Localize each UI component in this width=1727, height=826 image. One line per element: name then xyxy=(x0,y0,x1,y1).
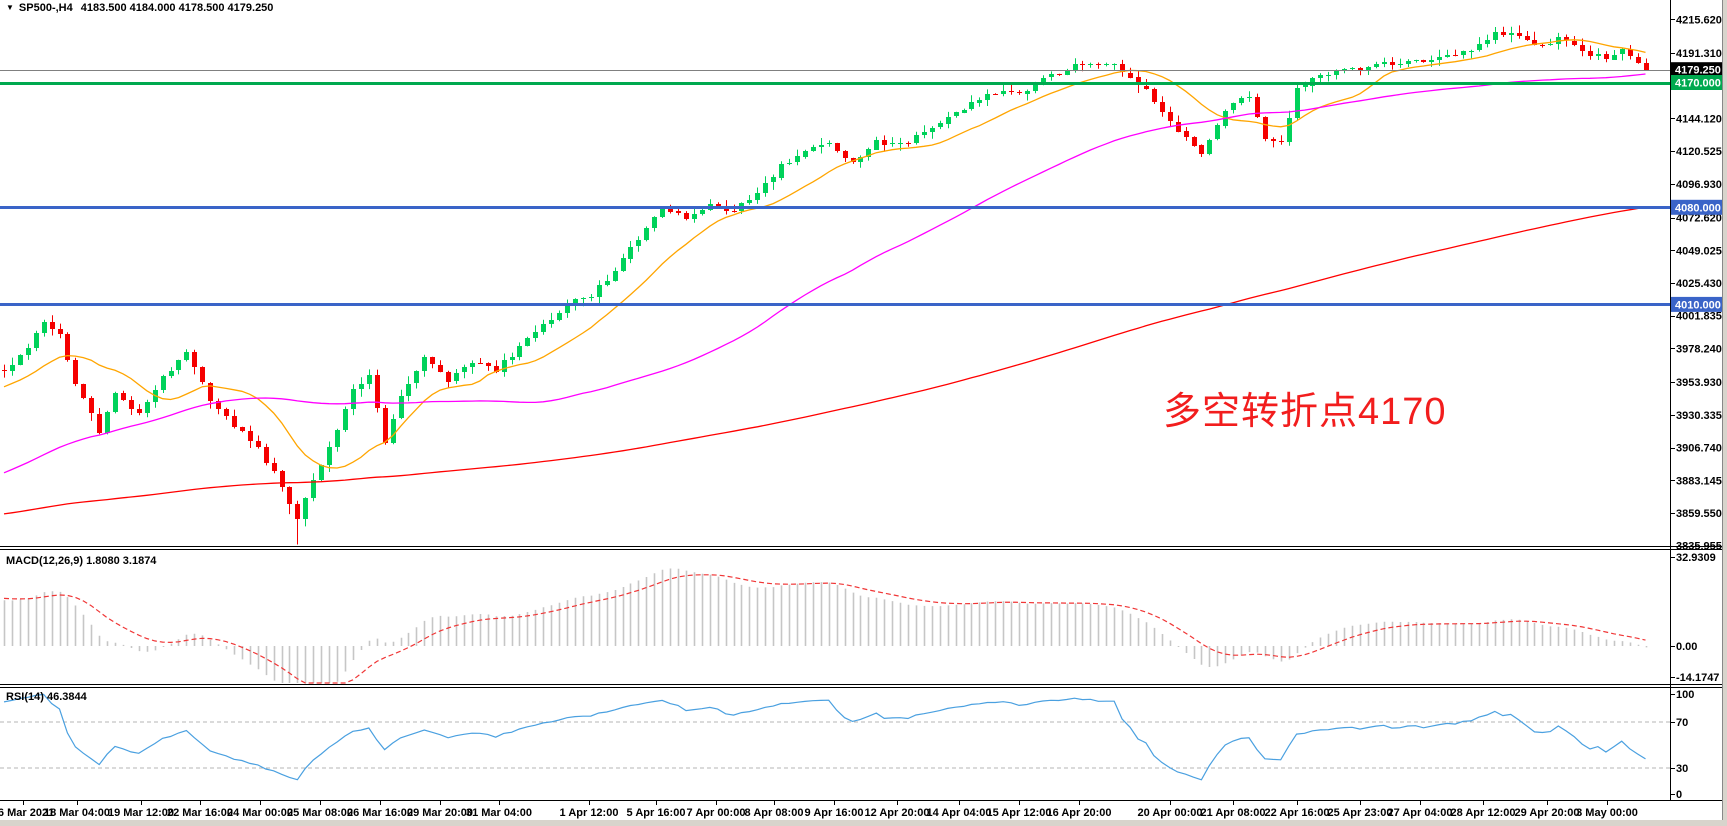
macd-signal-line xyxy=(3,574,1646,684)
rsi-tick-label: 100 xyxy=(1676,689,1694,701)
price-tick-label: 3953.930 xyxy=(1676,377,1722,389)
symbol-period-label: SP500-,H4 xyxy=(18,2,73,14)
price-tick-label: 3859.550 xyxy=(1676,508,1722,520)
rsi-tick-label: 30 xyxy=(1676,763,1688,775)
price-tick-label: 3906.740 xyxy=(1676,443,1722,455)
current-price-badge-label: 4179.250 xyxy=(1675,65,1721,77)
time-tick-label: 9 Apr 16:00 xyxy=(805,807,864,819)
support-line-badge-label: 4010.000 xyxy=(1675,299,1721,311)
macd-tick-label: -14.1747 xyxy=(1676,672,1719,684)
time-tick-label: 24 Mar 00:00 xyxy=(227,807,293,819)
ohlc-values: 4183.500 4184.000 4178.500 4179.250 xyxy=(80,2,274,14)
price-tick-label: 4049.025 xyxy=(1676,245,1722,257)
candle-bodies-up xyxy=(10,32,1625,519)
rsi-indicator-label: RSI(14) 46.3844 xyxy=(6,691,87,703)
time-tick-label: 18 Mar 04:00 xyxy=(44,807,110,819)
support-line-badge xyxy=(1671,199,1722,215)
time-tick-label: 15 Apr 12:00 xyxy=(986,807,1051,819)
price-tick-label: 4120.525 xyxy=(1676,146,1722,158)
time-tick-label: 1 Apr 12:00 xyxy=(560,807,619,819)
candle-bodies-down xyxy=(2,32,1649,519)
price-tick-label: 4144.120 xyxy=(1676,113,1722,125)
price-tick-label: 3883.145 xyxy=(1676,475,1722,487)
time-tick-label: 31 Mar 04:00 xyxy=(466,807,532,819)
time-tick-label: 14 Apr 04:00 xyxy=(926,807,991,819)
time-tick-label: 20 Apr 00:00 xyxy=(1137,807,1202,819)
macd-indicator-label: MACD(12,26,9) 1.8080 3.1874 xyxy=(6,555,157,567)
rsi-tick-label: 0 xyxy=(1676,789,1682,801)
price-tick-label: 4072.620 xyxy=(1676,213,1722,225)
time-tick-label: 19 Mar 12:00 xyxy=(108,807,174,819)
time-tick-label: 27 Apr 04:00 xyxy=(1387,807,1452,819)
price-tick-label: 4096.930 xyxy=(1676,179,1722,191)
support-line-badge-label: 4080.000 xyxy=(1675,202,1721,214)
ma-line-13 xyxy=(3,39,1646,469)
price-tick-label: 4191.310 xyxy=(1676,48,1722,60)
time-tick-label: 16 Apr 20:00 xyxy=(1046,807,1111,819)
time-tick-label: 21 Apr 08:00 xyxy=(1200,807,1265,819)
time-tick-label: 12 Apr 20:00 xyxy=(864,807,929,819)
ma-line-60 xyxy=(3,73,1646,474)
time-tick-label: 29 Apr 20:00 xyxy=(1514,807,1579,819)
time-tick-label: 7 Apr 00:00 xyxy=(687,807,746,819)
time-tick-label: 8 Apr 08:00 xyxy=(745,807,804,819)
price-tick-label: 3835.955 xyxy=(1676,541,1722,553)
chart-title: ▼ SP500-,H4 4183.500 4184.000 4178.500 417… xyxy=(6,2,273,14)
time-tick-label: 29 Mar 20:00 xyxy=(407,807,473,819)
price-tick-label: 4025.430 xyxy=(1676,278,1722,290)
chart-text-annotation: 多空转折点4170 xyxy=(1163,391,1447,433)
candle-wicks-down xyxy=(4,25,1647,545)
window-chrome-bottom xyxy=(0,820,1727,826)
current-price-badge xyxy=(1671,62,1722,78)
time-tick-label: 28 Apr 12:00 xyxy=(1450,807,1515,819)
rsi-line xyxy=(3,693,1646,781)
time-tick-label: 25 Apr 23:00 xyxy=(1327,807,1392,819)
time-tick-label: 5 Apr 16:00 xyxy=(627,807,686,819)
price-tick-label: 4215.620 xyxy=(1676,14,1722,26)
candle-wicks-up xyxy=(12,26,1623,527)
support-line-badge xyxy=(1671,296,1722,312)
support-line-badge-label: 4170.000 xyxy=(1675,78,1721,90)
time-tick-label: 25 Mar 08:00 xyxy=(287,807,353,819)
time-tick-label: 16 Mar 2021 xyxy=(0,807,54,819)
macd-tick-label: 32.9309 xyxy=(1676,552,1716,564)
time-tick-label: 3 May 00:00 xyxy=(1576,807,1638,819)
support-line-badge xyxy=(1671,75,1722,90)
price-tick-label: 4001.835 xyxy=(1676,311,1722,323)
window-chrome-right xyxy=(1723,0,1727,826)
macd-tick-label: 0.00 xyxy=(1676,641,1697,653)
rsi-tick-label: 70 xyxy=(1676,717,1688,729)
price-tick-label: 3930.335 xyxy=(1676,410,1722,422)
price-tick-label: 3978.240 xyxy=(1676,343,1722,355)
time-tick-label: 22 Mar 16:00 xyxy=(167,807,233,819)
time-tick-label: 22 Apr 16:00 xyxy=(1264,807,1329,819)
price-panel-layer xyxy=(2,25,1649,545)
time-tick-label: 26 Mar 16:00 xyxy=(347,807,413,819)
ma-line-200 xyxy=(3,206,1646,515)
dropdown-arrow-icon[interactable]: ▼ xyxy=(6,3,14,12)
